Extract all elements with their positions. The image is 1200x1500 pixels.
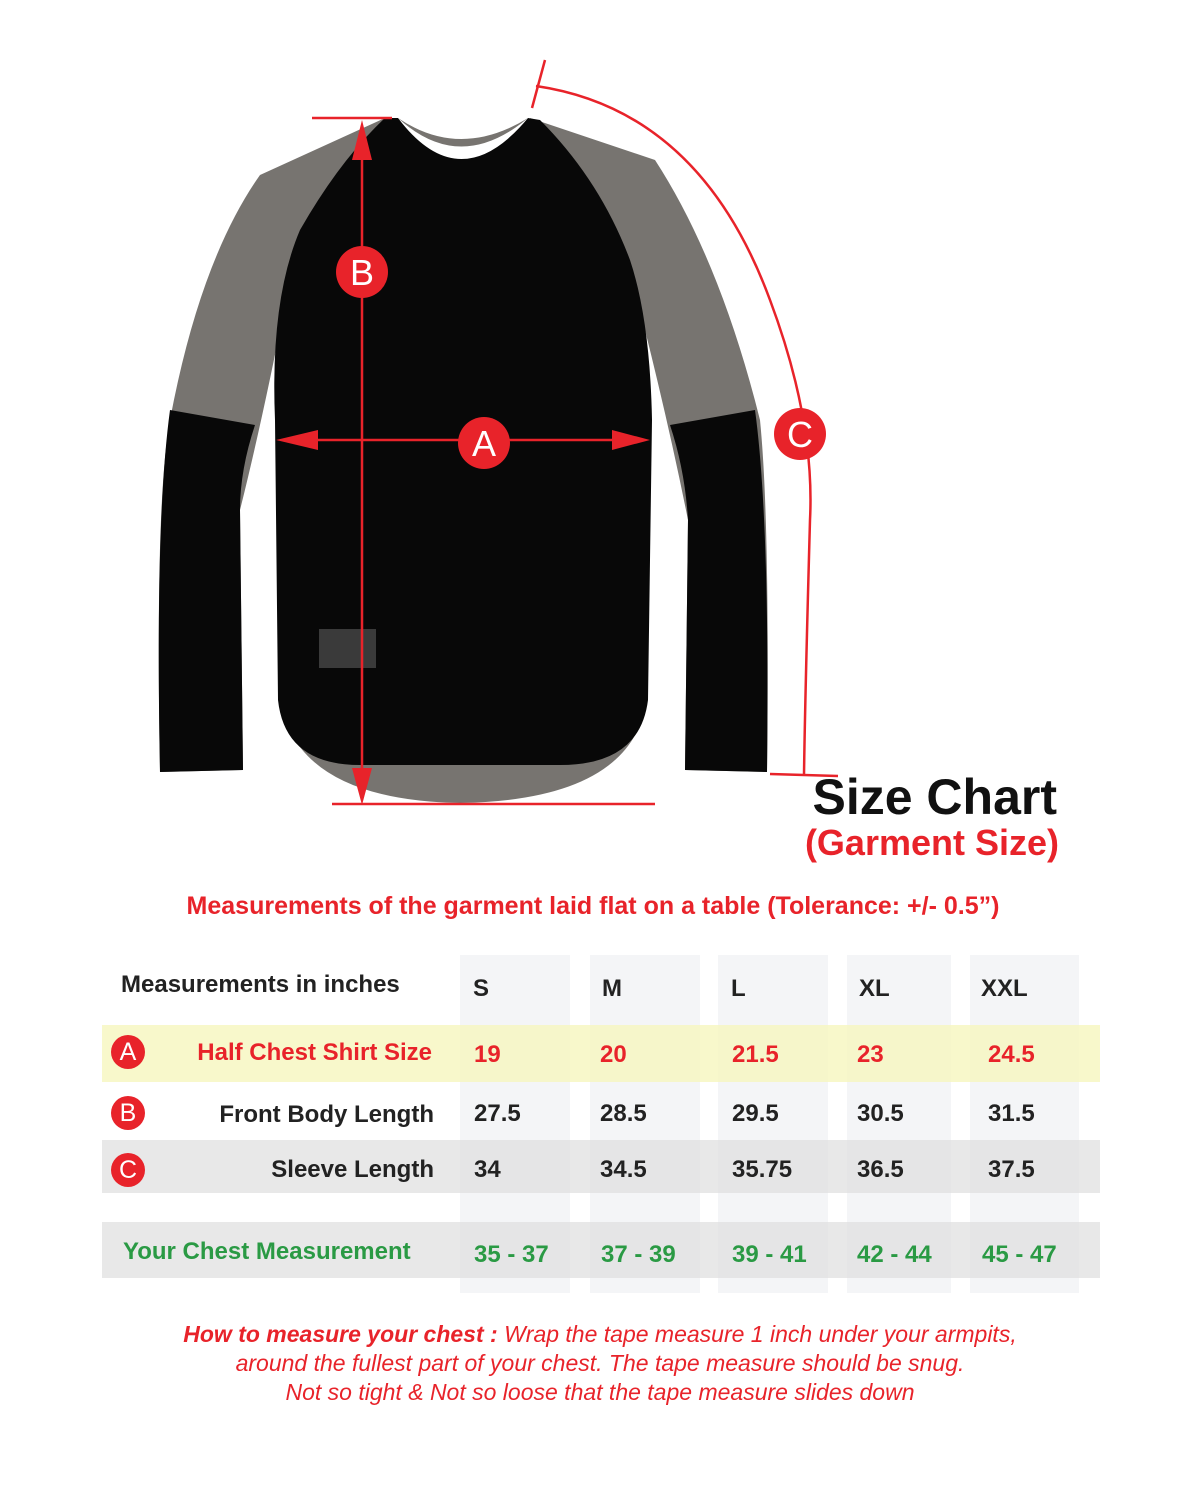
size-header: XXL [981, 975, 1028, 1002]
page-title: Size Chart [812, 769, 1057, 825]
badge-a: A [111, 1035, 145, 1069]
cell: 35 - 37 [474, 1241, 549, 1268]
left-sleeve-cuff [158, 410, 255, 772]
tolerance-note: Measurements of the garment laid flat on… [186, 892, 1000, 920]
cell: 19 [474, 1041, 501, 1068]
cell: 29.5 [732, 1100, 779, 1127]
chest-label: Your Chest Measurement [123, 1238, 411, 1265]
size-header: M [602, 975, 622, 1002]
cell: 30.5 [857, 1100, 904, 1127]
cell: 36.5 [857, 1156, 904, 1183]
cell: 28.5 [600, 1100, 647, 1127]
page-subtitle: (Garment Size) [804, 822, 1059, 863]
cell: 21.5 [732, 1041, 779, 1068]
cell: 23 [857, 1041, 884, 1068]
cell: 37.5 [988, 1156, 1035, 1183]
row-shade [102, 1140, 1100, 1193]
cell: 31.5 [988, 1100, 1035, 1127]
label-a: A [472, 423, 496, 464]
cell: 42 - 44 [857, 1241, 932, 1268]
how-to-measure: How to measure your chest : Wrap the tap… [0, 1320, 1200, 1407]
cell: 45 - 47 [982, 1241, 1057, 1268]
howto-line3: Not so tight & Not so loose that the tap… [285, 1379, 915, 1405]
cell: 20 [600, 1041, 627, 1068]
size-header: L [731, 975, 746, 1002]
badge-c: C [111, 1153, 145, 1187]
row-label: Half Chest Shirt Size [197, 1039, 432, 1066]
row-label: Sleeve Length [271, 1156, 434, 1183]
cell: 24.5 [988, 1041, 1035, 1068]
cell: 35.75 [732, 1156, 793, 1183]
size-header: S [473, 975, 490, 1002]
cell: 34.5 [600, 1156, 647, 1183]
cell: 34 [474, 1156, 501, 1183]
row-highlight [102, 1025, 1100, 1082]
howto-lead: How to measure your chest : [183, 1321, 498, 1347]
label-b: B [350, 252, 374, 293]
badge-b: B [111, 1096, 145, 1130]
right-sleeve-cuff [670, 410, 768, 772]
cell: 37 - 39 [601, 1241, 676, 1268]
row-label: Front Body Length [219, 1101, 434, 1128]
cell: 39 - 41 [732, 1241, 807, 1268]
howto-line2: around the fullest part of your chest. T… [235, 1350, 965, 1376]
label-patch [319, 629, 376, 668]
shirt-diagram: B A C [158, 59, 839, 806]
howto-line1: Wrap the tape measure 1 inch under your … [497, 1321, 1017, 1347]
label-c: C [787, 414, 813, 455]
table-corner: Measurements in inches [121, 971, 400, 998]
cell: 27.5 [474, 1100, 521, 1127]
size-header: XL [859, 975, 890, 1002]
chest-row-shade [102, 1222, 1100, 1278]
